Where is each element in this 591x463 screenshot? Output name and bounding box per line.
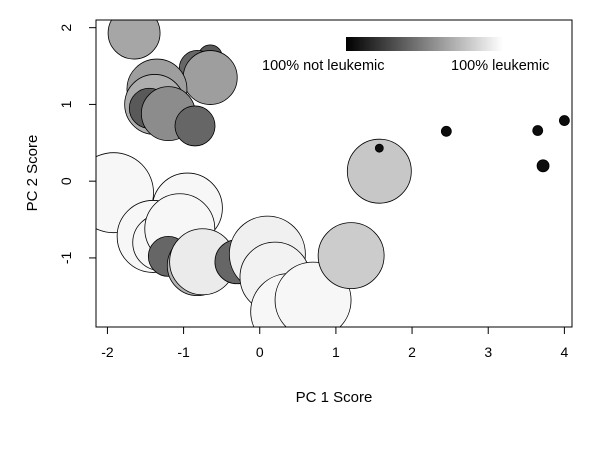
data-point <box>107 20 161 60</box>
data-point <box>536 159 550 173</box>
data-point <box>182 50 238 105</box>
x-axis-title: PC 1 Score <box>296 389 373 406</box>
y-tick-label: 1 <box>58 100 74 108</box>
data-point <box>346 138 412 204</box>
y-axis: -1 0 1 2 <box>58 24 96 264</box>
legend-label-leukemic: 100% leukemic <box>451 58 549 74</box>
data-point <box>374 143 384 153</box>
x-axis: -2 -1 0 1 2 3 4 <box>101 327 568 360</box>
x-tick-label: 4 <box>560 344 568 360</box>
y-axis-title: PC 2 Score <box>24 135 41 212</box>
y-tick-label: -1 <box>58 251 74 264</box>
x-tick-label: 1 <box>332 344 340 360</box>
data-points <box>96 20 570 327</box>
legend-label-not-leukemic: 100% not leukemic <box>262 58 385 74</box>
legend-gradient-bar <box>346 37 503 51</box>
data-point <box>317 222 385 290</box>
y-tick-label: 2 <box>58 24 74 32</box>
y-tick-label: 0 <box>58 177 74 185</box>
data-point <box>532 125 544 136</box>
data-point <box>558 115 570 126</box>
data-point <box>174 105 216 147</box>
data-point <box>440 125 452 137</box>
x-tick-label: 2 <box>408 344 416 360</box>
x-tick-label: -2 <box>101 344 114 360</box>
x-tick-label: 0 <box>256 344 264 360</box>
legend: 100% not leukemic 100% leukemic <box>262 37 549 74</box>
x-tick-label: -1 <box>177 344 190 360</box>
x-tick-label: 3 <box>484 344 492 360</box>
plot-frame <box>95 19 573 328</box>
